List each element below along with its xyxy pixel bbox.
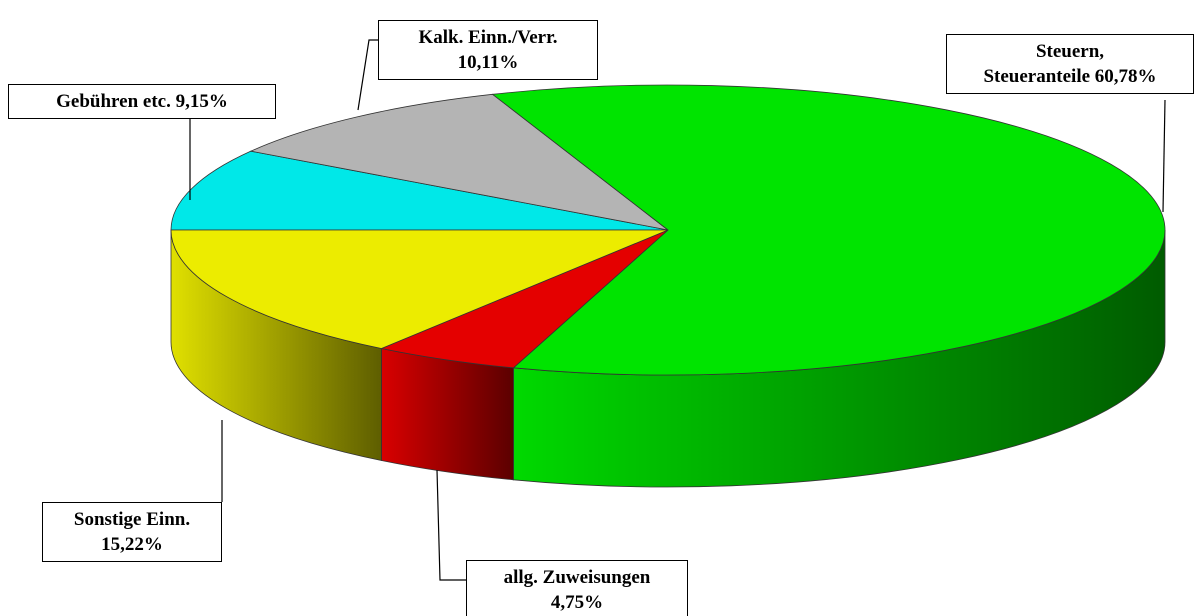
category-label: Sonstige Einn. bbox=[73, 509, 191, 530]
slice bbox=[249, 93, 669, 231]
leader-line bbox=[357, 39, 380, 111]
slice-label: Gebühren etc. 9,15% bbox=[8, 84, 276, 119]
slice-side bbox=[381, 347, 514, 481]
leader-line bbox=[436, 469, 466, 581]
category-label: Steuern, Steueranteile bbox=[983, 41, 1105, 87]
value-label: 10,11% bbox=[457, 52, 519, 73]
value-label: 15,22% bbox=[101, 534, 163, 555]
category-label: allg. Zuweisungen bbox=[503, 567, 651, 588]
value-label: 9,15% bbox=[175, 91, 228, 112]
slice bbox=[170, 229, 669, 349]
slice bbox=[170, 150, 669, 231]
slice-label: Steuern, Steueranteile 60,78% bbox=[946, 34, 1194, 94]
category-label: Gebühren etc. bbox=[56, 91, 171, 112]
slice-label: Sonstige Einn. 15,22% bbox=[42, 502, 222, 562]
category-label: Kalk. Einn./Verr. bbox=[418, 27, 558, 48]
leader-line bbox=[1162, 99, 1166, 213]
value-label: 4,75% bbox=[550, 592, 604, 613]
slice-label: allg. Zuweisungen 4,75% bbox=[466, 560, 688, 616]
value-label: 60,78% bbox=[1094, 66, 1157, 87]
slice bbox=[491, 84, 1166, 376]
pie bbox=[170, 84, 1166, 488]
slice-label: Kalk. Einn./Verr. 10,11% bbox=[378, 20, 598, 80]
